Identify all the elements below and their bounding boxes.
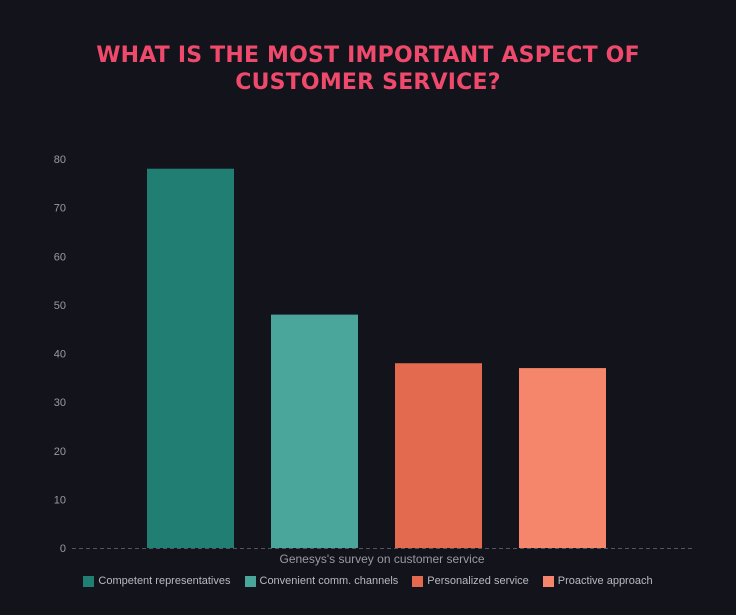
legend-label: Personalized service	[427, 575, 529, 587]
x-axis-label: Genesys's survey on customer service	[279, 552, 484, 566]
y-tick-label: 60	[54, 251, 66, 263]
y-tick-label: 80	[54, 154, 66, 166]
y-tick-label: 70	[54, 203, 66, 215]
legend-item[interactable]: Personalized service	[412, 575, 529, 587]
legend-label: Convenient comm. channels	[259, 575, 399, 587]
chart-title-line-2: CUSTOMER SERVICE?	[235, 70, 501, 95]
legend-label: Competent representatives	[98, 575, 231, 587]
legend-swatch	[542, 575, 554, 587]
legend-swatch	[412, 575, 424, 587]
legend-item[interactable]: Convenient comm. channels	[244, 575, 399, 587]
legend-item[interactable]: Proactive approach	[542, 575, 653, 587]
y-tick-label: 0	[60, 543, 66, 555]
legend-item[interactable]: Competent representatives	[83, 575, 231, 587]
legend-swatch	[244, 575, 256, 587]
chart-title: WHAT IS THE MOST IMPORTANT ASPECT OF CUS…	[0, 42, 736, 96]
bar-competent-representatives	[147, 168, 234, 548]
bar-personalized-service	[395, 363, 482, 548]
y-tick-label: 20	[54, 446, 66, 458]
chart-title-line-1: WHAT IS THE MOST IMPORTANT ASPECT OF	[96, 43, 640, 68]
y-axis: 0 10 20 30 40 50 60 70 80	[54, 154, 66, 555]
y-tick-label: 10	[54, 494, 66, 506]
bars	[147, 168, 606, 548]
legend-label: Proactive approach	[557, 575, 653, 587]
legend: Competent representatives Convenient comm…	[0, 575, 736, 587]
bar-chart: 0 10 20 30 40 50 60 70 80 Genesys's survey on cu…	[54, 154, 692, 566]
legend-swatch	[83, 575, 95, 587]
bar-proactive-approach	[519, 368, 606, 548]
y-tick-label: 30	[54, 397, 66, 409]
y-tick-label: 50	[54, 300, 66, 312]
y-tick-label: 40	[54, 349, 66, 361]
bar-convenient-comm-channels	[271, 314, 358, 548]
